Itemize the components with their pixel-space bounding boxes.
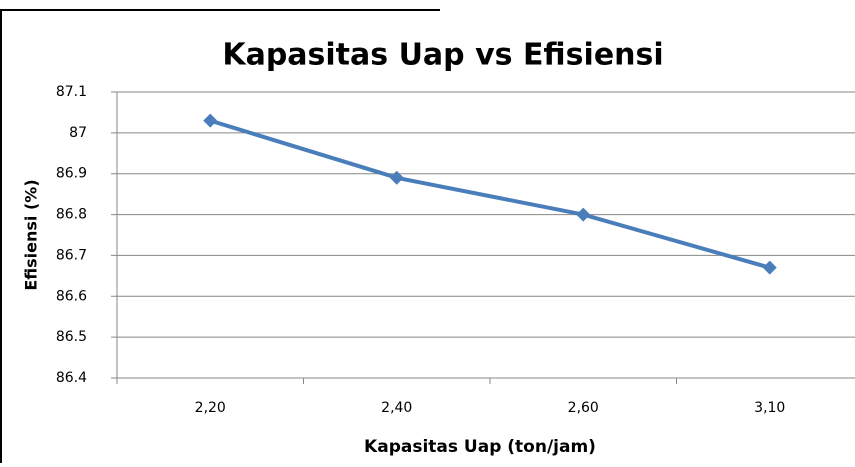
y-tick-label: 87 [69,125,87,141]
x-axis-label: Kapasitas Uap (ton/jam) [364,437,596,457]
y-tick-label: 86.9 [56,166,87,182]
y-tick-label: 86.4 [56,370,87,386]
x-tick-label: 3,10 [754,400,785,416]
marker [762,260,777,275]
y-axis-label: Efisiensi (%) [22,179,41,290]
y-tick-label: 86.5 [56,329,87,345]
line [209,118,771,270]
chart-title: Kapasitas Uap vs Efisiensi [222,38,663,73]
y-tick-label: 86.7 [56,247,87,263]
x-tick-label: 2,40 [381,400,412,416]
y-tick-label: 86.6 [56,288,87,304]
marker [203,113,218,128]
x-tick-label: 2,60 [568,400,599,416]
marker [576,207,591,222]
y-tick-label: 87.1 [56,84,87,100]
y-tick-label: 86.8 [56,207,87,223]
x-tick-label: 2,20 [195,400,226,416]
marker [389,170,404,185]
